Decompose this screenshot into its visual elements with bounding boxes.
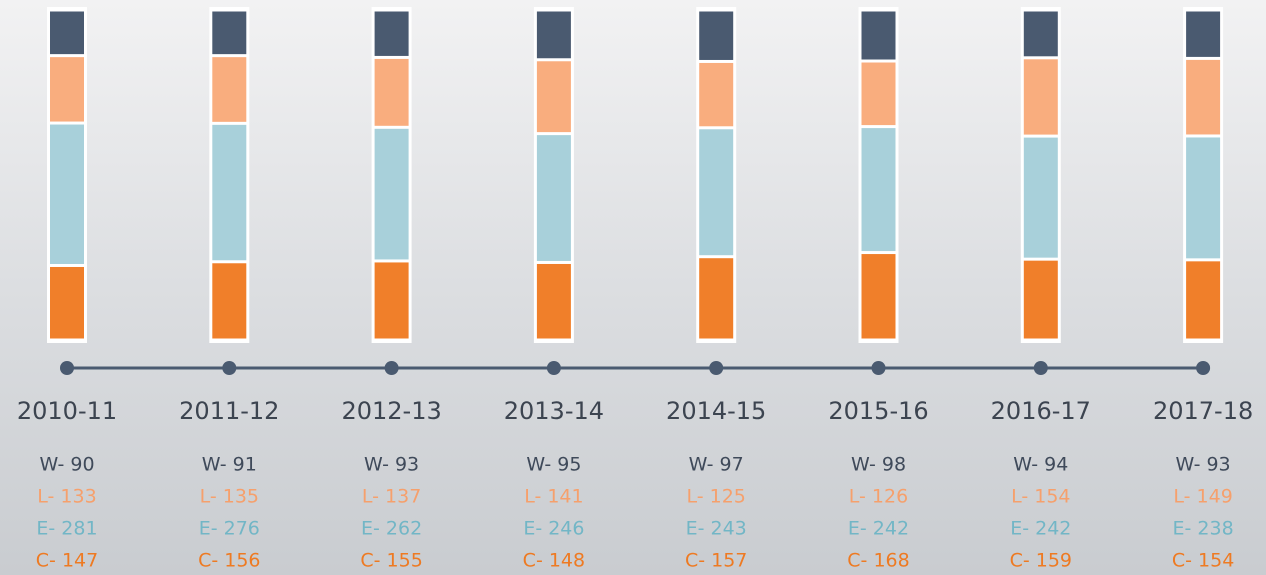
- value-label: L- 141: [524, 486, 583, 508]
- bar-segment: [1186, 137, 1220, 258]
- timeline-dot: [60, 361, 74, 375]
- x-tick-label: 2011-12: [179, 397, 279, 425]
- bar-segment: [862, 63, 896, 126]
- bar-segment: [862, 12, 896, 60]
- x-tick-label: 2015-16: [828, 397, 928, 425]
- background: [0, 0, 1266, 575]
- bar-segment: [699, 258, 733, 338]
- bar-segment: [537, 12, 571, 59]
- bar-segment: [862, 128, 896, 251]
- bar-segment: [375, 12, 409, 56]
- timeline-dot: [1196, 361, 1210, 375]
- bar-segment: [1024, 12, 1058, 57]
- bar-segment: [1186, 60, 1220, 135]
- timeline-dot: [1034, 361, 1048, 375]
- value-label: E- 281: [36, 518, 97, 540]
- timeline-dot: [709, 361, 723, 375]
- bar-segment: [1024, 138, 1058, 258]
- value-label: L- 154: [1011, 486, 1070, 508]
- value-label: E- 242: [848, 518, 909, 540]
- value-label: E- 238: [1173, 518, 1234, 540]
- value-label: L- 135: [200, 486, 259, 508]
- value-label: W- 91: [202, 454, 257, 476]
- page: {"chart_data": {"type": "bar", "stacked"…: [0, 0, 1266, 575]
- value-label: E- 276: [199, 518, 260, 540]
- bar-segment: [1024, 261, 1058, 339]
- value-label: C- 157: [685, 550, 747, 572]
- value-label: C- 155: [360, 550, 422, 572]
- value-label: W- 93: [364, 454, 419, 476]
- x-tick-label: 2013-14: [504, 397, 604, 425]
- value-label: W- 93: [1176, 454, 1231, 476]
- value-label: L- 149: [1173, 486, 1232, 508]
- bar-segment: [537, 135, 571, 261]
- bar-segment: [212, 263, 246, 338]
- bar-segment: [375, 59, 409, 126]
- value-label: C- 148: [523, 550, 585, 572]
- value-label: E- 246: [523, 518, 584, 540]
- value-label: E- 242: [1010, 518, 1071, 540]
- bar-segment: [1024, 59, 1058, 134]
- value-label: C- 168: [847, 550, 909, 572]
- bar-segment: [699, 129, 733, 255]
- bar-segment: [212, 12, 246, 55]
- value-label: W- 90: [39, 454, 94, 476]
- timeline-dot: [547, 361, 561, 375]
- bar-segment: [375, 262, 409, 338]
- value-label: C- 159: [1010, 550, 1072, 572]
- bar-segment: [50, 57, 84, 121]
- bar-segment: [699, 63, 733, 126]
- value-label: L- 125: [686, 486, 745, 508]
- value-label: W- 97: [689, 454, 744, 476]
- value-label: L- 137: [362, 486, 421, 508]
- value-label: E- 262: [361, 518, 422, 540]
- timeline-dot: [222, 361, 236, 375]
- x-tick-label: 2017-18: [1153, 397, 1253, 425]
- value-label: L- 126: [849, 486, 908, 508]
- timeline-dot: [385, 361, 399, 375]
- bar-segment: [1186, 12, 1220, 57]
- value-label: W- 95: [526, 454, 581, 476]
- bar-segment: [699, 12, 733, 60]
- value-label: E- 243: [686, 518, 747, 540]
- value-label: C- 147: [36, 550, 98, 572]
- x-tick-label: 2016-17: [991, 397, 1091, 425]
- bar-segment: [212, 125, 246, 260]
- bar-segment: [537, 61, 571, 132]
- value-label: C- 154: [1172, 550, 1234, 572]
- x-tick-label: 2012-13: [341, 397, 441, 425]
- x-tick-label: 2010-11: [17, 397, 117, 425]
- bar-segment: [537, 264, 571, 339]
- bar-segment: [1186, 261, 1220, 338]
- bar-segment: [375, 129, 409, 260]
- value-label: L- 133: [37, 486, 96, 508]
- bar-segment: [50, 12, 84, 55]
- value-label: W- 94: [1013, 454, 1068, 476]
- chart: 2010-11 W- 90 L- 133 E- 281 C- 147 2011-12 W- …: [0, 0, 1266, 575]
- x-tick-label: 2014-15: [666, 397, 766, 425]
- timeline-dot: [872, 361, 886, 375]
- bar-segment: [50, 125, 84, 264]
- bar-segment: [212, 57, 246, 122]
- value-label: W- 98: [851, 454, 906, 476]
- bar-segment: [50, 267, 84, 339]
- value-label: C- 156: [198, 550, 260, 572]
- bar-segment: [862, 254, 896, 338]
